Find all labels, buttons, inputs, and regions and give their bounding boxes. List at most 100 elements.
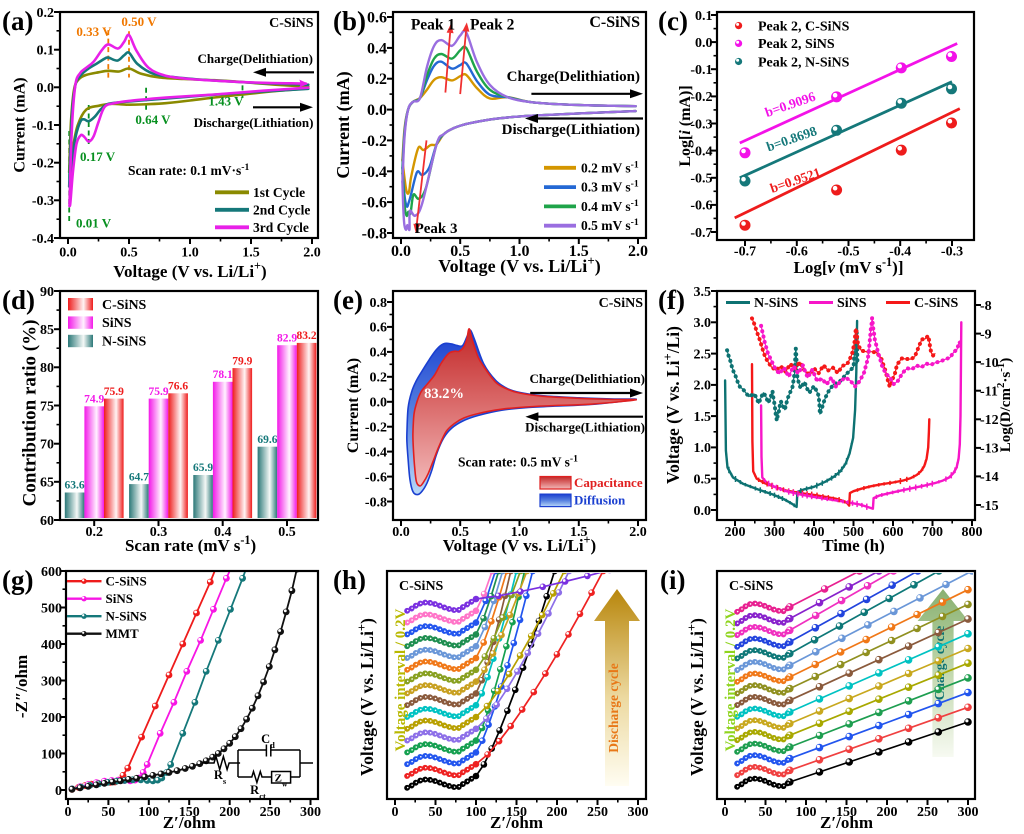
svg-text:3.5: 3.5	[694, 285, 712, 300]
svg-text:0.01 V: 0.01 V	[76, 216, 112, 231]
svg-text:2.0: 2.0	[694, 379, 712, 394]
svg-text:150: 150	[179, 805, 200, 820]
svg-text:75: 75	[40, 399, 54, 414]
svg-text:0.2: 0.2	[85, 525, 103, 540]
svg-text:0.0: 0.0	[37, 81, 55, 96]
svg-text:69.6: 69.6	[257, 434, 277, 446]
svg-text:-0.3: -0.3	[690, 117, 712, 132]
svg-text:1.5: 1.5	[570, 525, 588, 540]
svg-text:Scan rate (mV s-1): Scan rate (mV s-1)	[125, 533, 256, 555]
svg-text:63.6: 63.6	[65, 480, 85, 492]
svg-text:0.2: 0.2	[367, 71, 387, 88]
svg-text:Current (mA): Current (mA)	[12, 77, 29, 172]
svg-text:Discharge(Lithiation): Discharge(Lithiation)	[525, 420, 645, 435]
svg-text:-9: -9	[980, 327, 992, 342]
svg-text:Z′/ohm: Z′/ohm	[820, 813, 873, 832]
svg-text:-0.2: -0.2	[690, 90, 712, 105]
svg-text:300: 300	[41, 674, 62, 689]
svg-text:0.50 V: 0.50 V	[121, 14, 157, 29]
svg-text:0.0: 0.0	[370, 396, 388, 411]
svg-text:78.1: 78.1	[213, 369, 233, 381]
svg-text:Capacitance: Capacitance	[574, 475, 643, 490]
svg-text:500: 500	[41, 601, 62, 616]
svg-text:2.5: 2.5	[694, 347, 712, 362]
svg-text:500: 500	[843, 525, 864, 540]
svg-text:Z′/ohm: Z′/ohm	[163, 813, 216, 832]
svg-text:2.0: 2.0	[629, 525, 647, 540]
svg-text:-15: -15	[980, 499, 999, 514]
svg-text:Voltage (V vs. Li+/Li): Voltage (V vs. Li+/Li)	[661, 326, 683, 484]
svg-text:90: 90	[40, 285, 54, 300]
svg-text:79.9: 79.9	[232, 355, 252, 367]
svg-text:200: 200	[219, 805, 240, 820]
svg-text:-0.1: -0.1	[32, 119, 54, 134]
svg-text:80: 80	[40, 361, 54, 376]
svg-text:-0.2: -0.2	[32, 157, 54, 172]
svg-text:-11: -11	[980, 385, 998, 400]
svg-text:Log[i (mA)]: Log[i (mA)]	[677, 85, 694, 166]
svg-text:0.0: 0.0	[391, 243, 411, 260]
svg-text:SiNS: SiNS	[106, 591, 133, 606]
svg-text:-0.6: -0.6	[365, 470, 387, 485]
svg-text:0.5: 0.5	[120, 245, 138, 260]
svg-text:0: 0	[722, 805, 729, 820]
svg-text:83.2: 83.2	[297, 330, 317, 342]
svg-text:1.0: 1.0	[510, 243, 530, 260]
svg-text:Diffusion: Diffusion	[574, 492, 626, 507]
svg-text:100: 100	[41, 747, 62, 762]
svg-text:300: 300	[628, 805, 649, 820]
svg-text:-0.5: -0.5	[690, 172, 712, 187]
svg-text:0.5: 0.5	[450, 243, 470, 260]
svg-text:N-SiNS: N-SiNS	[106, 609, 147, 624]
svg-text:0: 0	[392, 805, 399, 820]
svg-text:-0.4: -0.4	[690, 144, 712, 159]
svg-text:C-SiNS: C-SiNS	[729, 579, 774, 594]
svg-text:-0.4: -0.4	[365, 445, 387, 460]
svg-text:Log(D/cm2·s-1): Log(D/cm2·s-1)	[995, 358, 1014, 452]
svg-text:C-SiNS: C-SiNS	[269, 16, 314, 31]
svg-text:-0.8: -0.8	[365, 495, 387, 510]
svg-text:0.17 V: 0.17 V	[80, 149, 116, 164]
svg-text:(h): (h)	[333, 565, 366, 595]
svg-text:3.0: 3.0	[694, 316, 712, 331]
svg-text:0.3: 0.3	[150, 525, 168, 540]
svg-text:400: 400	[41, 638, 62, 653]
svg-text:0.4: 0.4	[367, 40, 387, 57]
svg-text:0.8: 0.8	[370, 296, 388, 311]
svg-text:0.0: 0.0	[367, 102, 387, 119]
svg-text:200: 200	[41, 711, 62, 726]
svg-text:0.5: 0.5	[694, 473, 712, 488]
svg-text:(i): (i)	[660, 565, 685, 595]
svg-text:0.5: 0.5	[278, 525, 296, 540]
svg-text:Peak 2, N-SiNS: Peak 2, N-SiNS	[758, 55, 850, 70]
svg-text:250: 250	[587, 805, 608, 820]
svg-text:3rd Cycle: 3rd Cycle	[253, 220, 309, 235]
svg-text:0.2: 0.2	[370, 371, 388, 386]
svg-text:65: 65	[40, 476, 54, 491]
svg-text:50: 50	[759, 805, 773, 820]
svg-text:250: 250	[260, 805, 281, 820]
svg-text:700: 700	[922, 525, 943, 540]
svg-text:Peak 1: Peak 1	[411, 17, 455, 34]
svg-text:600: 600	[883, 525, 904, 540]
svg-text:-14: -14	[980, 470, 999, 485]
svg-text:-0.4: -0.4	[889, 244, 911, 259]
svg-text:-0.5: -0.5	[837, 244, 859, 259]
svg-text:-10: -10	[980, 356, 999, 371]
svg-text:1st Cycle: 1st Cycle	[253, 185, 305, 200]
svg-text:(f): (f)	[658, 285, 685, 315]
svg-text:-0.6: -0.6	[362, 195, 387, 212]
svg-text:Voltage (V vs. Li/Li+): Voltage (V vs. Li/Li+)	[113, 259, 266, 281]
svg-text:C-SiNS: C-SiNS	[102, 298, 147, 313]
svg-text:70: 70	[40, 438, 54, 453]
svg-text:C-SiNS: C-SiNS	[914, 296, 959, 311]
svg-text:-0.1: -0.1	[690, 63, 712, 78]
svg-text:N-SiNS: N-SiNS	[754, 296, 799, 311]
svg-text:0.2: 0.2	[37, 6, 55, 21]
svg-text:Voltage (V vs. Li/Li+): Voltage (V vs. Li/Li+)	[438, 253, 600, 278]
svg-text:150: 150	[836, 805, 857, 820]
svg-text:0.64 V: 0.64 V	[135, 112, 171, 127]
svg-text:-0.3: -0.3	[32, 194, 54, 209]
svg-text:Discharge(Lithiation): Discharge(Lithiation)	[194, 115, 314, 130]
svg-text:1.43 V: 1.43 V	[208, 94, 244, 109]
